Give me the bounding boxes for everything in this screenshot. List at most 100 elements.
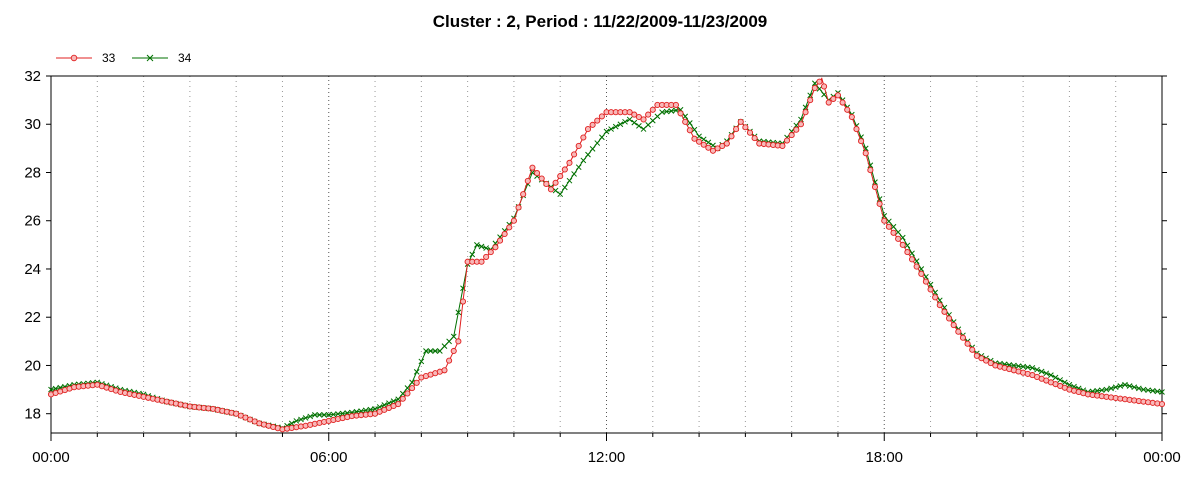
data-point bbox=[983, 357, 990, 364]
data-point bbox=[603, 128, 610, 135]
data-point bbox=[1038, 368, 1045, 375]
data-point bbox=[811, 85, 818, 92]
data-point bbox=[487, 249, 494, 256]
data-point bbox=[1043, 370, 1050, 377]
series-34 bbox=[48, 80, 1165, 432]
data-point bbox=[580, 134, 587, 141]
data-point bbox=[1057, 377, 1064, 383]
axes bbox=[46, 75, 1167, 441]
data-point bbox=[691, 126, 698, 133]
data-point bbox=[636, 122, 642, 129]
data-point bbox=[469, 251, 476, 258]
data-point bbox=[876, 200, 883, 207]
data-point bbox=[585, 151, 591, 158]
data-point bbox=[696, 133, 702, 140]
data-point bbox=[728, 133, 735, 140]
data-point bbox=[478, 258, 485, 265]
data-point bbox=[48, 386, 54, 393]
data-point bbox=[714, 145, 721, 152]
data-point bbox=[1122, 381, 1128, 388]
data-point bbox=[677, 110, 684, 117]
data-point bbox=[964, 340, 971, 347]
data-point bbox=[1061, 379, 1068, 386]
legend-label: 33 bbox=[102, 51, 116, 65]
data-point bbox=[904, 242, 911, 249]
data-point bbox=[288, 420, 295, 427]
data-point bbox=[788, 132, 795, 139]
series-33 bbox=[47, 77, 1166, 433]
data-point bbox=[631, 119, 638, 126]
data-point bbox=[575, 164, 582, 171]
data-point bbox=[335, 411, 341, 417]
data-point bbox=[566, 177, 573, 184]
data-point bbox=[1145, 387, 1151, 394]
data-point bbox=[649, 117, 656, 124]
data-point bbox=[386, 400, 392, 406]
x-tick-label: 00:00 bbox=[1143, 449, 1181, 466]
data-point bbox=[779, 142, 786, 150]
y-tick-label: 32 bbox=[24, 68, 41, 85]
data-point bbox=[709, 147, 717, 154]
data-point bbox=[950, 322, 957, 329]
data-point bbox=[496, 237, 504, 244]
data-point bbox=[395, 396, 402, 403]
data-point bbox=[441, 343, 448, 350]
data-point bbox=[302, 415, 309, 421]
data-point bbox=[1103, 386, 1110, 393]
data-point bbox=[908, 256, 916, 263]
data-point bbox=[1098, 387, 1105, 394]
data-point bbox=[899, 241, 906, 248]
data-point bbox=[705, 139, 712, 146]
y-tick-label: 30 bbox=[24, 116, 41, 133]
x-tick-label: 18:00 bbox=[865, 449, 903, 466]
chart-title: Cluster : 2, Period : 11/22/2009-11/23/2… bbox=[432, 12, 768, 31]
legend-item-33: 33 bbox=[56, 51, 116, 65]
data-point bbox=[1131, 384, 1138, 391]
data-point bbox=[506, 224, 513, 231]
data-point bbox=[830, 95, 837, 102]
legend: 33 34 bbox=[56, 51, 192, 65]
data-point bbox=[376, 404, 383, 410]
data-point bbox=[594, 117, 601, 124]
data-point bbox=[594, 140, 601, 146]
data-point bbox=[441, 367, 448, 374]
data-point bbox=[418, 358, 425, 365]
data-point bbox=[52, 385, 59, 392]
data-point bbox=[450, 347, 457, 355]
data-point bbox=[635, 113, 642, 121]
data-point bbox=[1112, 384, 1119, 391]
data-point bbox=[645, 111, 652, 118]
data-point bbox=[622, 118, 628, 125]
x-tick-label: 06:00 bbox=[310, 449, 348, 466]
data-point bbox=[455, 309, 462, 316]
data-point bbox=[409, 379, 415, 386]
legend-marker bbox=[146, 54, 154, 62]
data-point bbox=[663, 108, 670, 115]
data-point bbox=[459, 298, 467, 305]
data-point bbox=[932, 294, 939, 301]
data-point bbox=[821, 83, 828, 90]
data-point bbox=[474, 241, 480, 248]
data-point bbox=[793, 126, 800, 133]
data-point bbox=[399, 395, 406, 402]
data-point bbox=[372, 406, 378, 412]
data-point bbox=[927, 286, 934, 293]
data-point bbox=[1011, 362, 1017, 369]
data-point bbox=[557, 191, 564, 198]
data-point bbox=[561, 184, 568, 191]
data-point bbox=[668, 108, 675, 114]
series-layer bbox=[47, 77, 1166, 433]
y-tick-label: 24 bbox=[24, 261, 41, 278]
data-point bbox=[446, 338, 452, 345]
data-point bbox=[307, 413, 314, 420]
data-point bbox=[895, 235, 902, 242]
data-point bbox=[381, 402, 388, 408]
data-point bbox=[1024, 364, 1031, 371]
data-point bbox=[631, 111, 638, 118]
data-point bbox=[672, 101, 679, 108]
data-point bbox=[1029, 365, 1036, 371]
data-point bbox=[797, 121, 804, 128]
data-point bbox=[612, 123, 619, 130]
data-point bbox=[432, 348, 439, 354]
data-point bbox=[816, 78, 823, 85]
